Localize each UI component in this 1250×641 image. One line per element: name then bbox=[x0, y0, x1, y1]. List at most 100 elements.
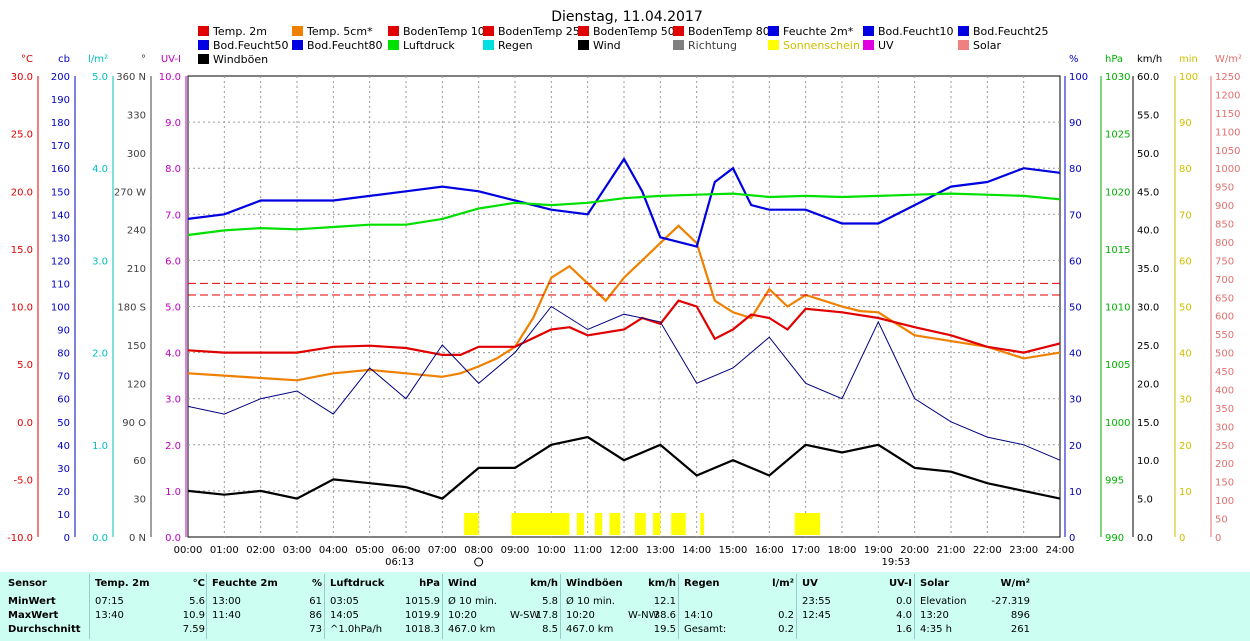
axis-tick-label: 50 bbox=[1179, 303, 1192, 314]
stats-time: 467.0 km bbox=[448, 624, 496, 635]
axis-unit: cb bbox=[58, 54, 70, 65]
axis-tick-label: 35.0 bbox=[1137, 264, 1159, 275]
axis-tick-label: 330 bbox=[127, 110, 146, 121]
stats-row-label: MaxWert bbox=[8, 610, 59, 621]
axis-tick-label: 5.0 bbox=[1137, 495, 1153, 506]
stats-column-unit: km/h bbox=[648, 578, 676, 589]
stats-column-title: Sensor bbox=[8, 578, 47, 589]
axis-unit: UV-I bbox=[161, 54, 181, 65]
axis-tick-label: 300 bbox=[127, 149, 146, 160]
axis-tick-label: 200 bbox=[51, 72, 70, 83]
sunshine-bar bbox=[464, 513, 479, 535]
stats-row-label: MinWert bbox=[8, 596, 56, 607]
stats-separator bbox=[796, 574, 797, 639]
stats-column-title: Solar bbox=[920, 578, 950, 589]
stats-value: 86 bbox=[309, 610, 322, 621]
stats-time: Ø 10 min. bbox=[566, 596, 615, 607]
stats-value: 5.8 bbox=[542, 596, 558, 607]
legend-label: Bod.Feucht80 bbox=[307, 39, 383, 52]
stats-column-title: Windböen bbox=[566, 578, 623, 589]
axis-tick-label: 1250 bbox=[1215, 72, 1240, 83]
stats-column-title: Regen bbox=[684, 578, 720, 589]
stats-value: 10.9 bbox=[182, 610, 205, 621]
axis-tick-label: 100 bbox=[51, 303, 70, 314]
legend-label: Temp. 5cm* bbox=[306, 25, 373, 38]
stats-value: 0.2 bbox=[778, 624, 794, 635]
series-feuchte-2m- bbox=[187, 156, 1061, 248]
axis-tick-label: 5.0 bbox=[92, 72, 108, 83]
axis-tick-label: 150 bbox=[1215, 478, 1234, 489]
stats-separator bbox=[442, 574, 443, 639]
axis-tick-label: 5.0 bbox=[165, 303, 181, 314]
axis-tick-label: 60 bbox=[1069, 256, 1082, 267]
stats-time: 07:15 bbox=[95, 596, 124, 607]
stats-value: 61 bbox=[309, 596, 322, 607]
axis-tick-label: -5.0 bbox=[13, 475, 33, 486]
axis-tick-label: 40 bbox=[57, 441, 70, 452]
legend-label: BodenTemp 25 bbox=[498, 25, 580, 38]
axis-tick-label: 60.0 bbox=[1137, 72, 1159, 83]
stats-value: 1015.9 bbox=[405, 596, 440, 607]
axis-unit: min bbox=[1179, 54, 1198, 65]
axis-tick-label: 400 bbox=[1215, 385, 1234, 396]
x-tick-label: 03:00 bbox=[283, 545, 312, 556]
chart-title: Dienstag, 11.04.2017 bbox=[551, 9, 702, 25]
stats-time: ^1.0hPa/h bbox=[330, 624, 383, 635]
stats-separator bbox=[324, 574, 325, 639]
axis-tick-label: 995 bbox=[1105, 475, 1124, 486]
axis-tick-label: 900 bbox=[1215, 201, 1234, 212]
sunset-label: 19:53 bbox=[881, 557, 910, 568]
axis-tick-label: 0.0 bbox=[1137, 533, 1153, 544]
stats-value: 0.0 bbox=[896, 596, 912, 607]
axis-tick-label: 190 bbox=[51, 95, 70, 106]
axis-tick-label: 3.0 bbox=[92, 256, 108, 267]
axis-tick-label: 130 bbox=[51, 233, 70, 244]
legend-label: Bod.Feucht25 bbox=[973, 25, 1049, 38]
axis-tick-label: 25.0 bbox=[11, 130, 33, 141]
axis-tick-label: 0 bbox=[64, 533, 70, 544]
axis-tick-label: 0 bbox=[1069, 533, 1075, 544]
axis-tick-label: 110 bbox=[51, 279, 70, 290]
axis-tick-label: 180 bbox=[51, 118, 70, 129]
stats-time: 13:00 bbox=[212, 596, 241, 607]
stats-value: 38.6 bbox=[653, 610, 676, 621]
legend-label: Temp. 2m bbox=[212, 25, 267, 38]
axis-tick-label: 0 N bbox=[129, 533, 146, 544]
stats-value: 73 bbox=[309, 624, 322, 635]
axis-tick-label: 240 bbox=[127, 226, 146, 237]
stats-time: 14:05 bbox=[330, 610, 359, 621]
legend-swatch bbox=[768, 26, 779, 36]
x-axis: 00:00 01:00 02:00 03:00 04:00 05:00 06:00 07:00… bbox=[174, 545, 1075, 568]
axis-tick-label: 1150 bbox=[1215, 109, 1240, 120]
x-tick-label: 06:00 bbox=[392, 545, 421, 556]
axis-tick-label: 0 bbox=[1215, 533, 1221, 544]
current-time-marker bbox=[474, 557, 484, 567]
axis-tick-label: 50 bbox=[1215, 515, 1228, 526]
axis-unit: ° bbox=[141, 54, 146, 65]
axis-tick-label: 1015 bbox=[1105, 245, 1130, 256]
axis-tick-label: 60 bbox=[1179, 256, 1192, 267]
axis-tick-label: 80 bbox=[57, 349, 70, 360]
axis-tick-label: 100 bbox=[1215, 496, 1234, 507]
axis-tick-label: 30 bbox=[1179, 395, 1192, 406]
stats-column-title: Wind bbox=[448, 578, 477, 589]
stats-column-unit: °C bbox=[192, 578, 205, 589]
stats-value: 7.59 bbox=[182, 624, 205, 635]
x-tick-label: 14:00 bbox=[682, 545, 711, 556]
axis-tick-label: 4.0 bbox=[165, 349, 181, 360]
stats-value: 8.5 bbox=[542, 624, 558, 635]
legend-label: BodenTemp 80 bbox=[688, 25, 770, 38]
legend-swatch bbox=[578, 40, 589, 50]
axis-tick-label: 2.0 bbox=[92, 349, 108, 360]
axis-tick-label: 1.0 bbox=[165, 487, 181, 498]
axis-tick-label: 10 bbox=[1069, 487, 1082, 498]
stats-separator bbox=[678, 574, 679, 639]
x-tick-label: 12:00 bbox=[610, 545, 639, 556]
x-tick-label: 21:00 bbox=[937, 545, 966, 556]
axis-tick-label: 40.0 bbox=[1137, 226, 1159, 237]
stats-value: 12.1 bbox=[653, 596, 676, 607]
stats-time: Ø 10 min. bbox=[448, 596, 497, 607]
stats-time: 10:20 bbox=[448, 610, 477, 621]
x-tick-label: 18:00 bbox=[828, 545, 857, 556]
axis-tick-label: 4.0 bbox=[92, 164, 108, 175]
